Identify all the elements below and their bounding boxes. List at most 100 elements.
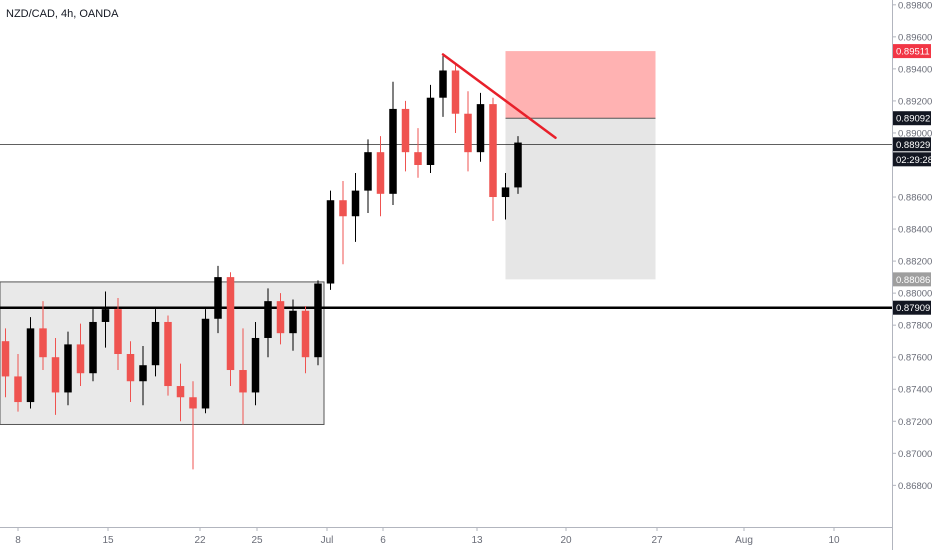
candles xyxy=(1,56,522,470)
price-tick-label: 0.88600 xyxy=(898,193,932,204)
candle-body xyxy=(14,376,22,403)
price-tick-label: 0.86800 xyxy=(898,481,932,492)
time-tick-label: 27 xyxy=(651,535,663,546)
candle-body xyxy=(164,321,172,387)
time-tick-label: 8 xyxy=(15,535,21,546)
candle xyxy=(1,328,10,398)
candle-body xyxy=(114,309,122,355)
price-tick-label: 0.89400 xyxy=(898,64,932,75)
candle xyxy=(164,315,172,396)
time-tick-label: 15 xyxy=(102,535,114,546)
time-tick-label: 20 xyxy=(560,535,572,546)
price-tag-bg xyxy=(893,300,931,315)
candle-body xyxy=(426,97,435,165)
candle-body xyxy=(301,310,310,358)
horizontal-lines[interactable] xyxy=(0,144,892,309)
candle-body xyxy=(464,113,472,153)
candle-body xyxy=(414,152,422,165)
price-tag-bg xyxy=(893,137,931,152)
price-tag-label: 0.88929 xyxy=(896,140,930,151)
time-tick-label: 22 xyxy=(194,535,206,546)
price-tick-label: 0.89000 xyxy=(898,128,932,139)
price-tag: 0.89092 xyxy=(893,111,931,126)
price-tick-label: 0.89600 xyxy=(898,32,932,43)
candle-body xyxy=(1,341,10,377)
price-tick-label: 0.89800 xyxy=(898,0,932,11)
price-tag-bg xyxy=(893,272,931,287)
candle xyxy=(351,172,360,242)
price-tag-bg xyxy=(893,111,931,126)
candle xyxy=(364,139,372,214)
candle-body xyxy=(201,318,210,409)
time-tick-label: 25 xyxy=(251,535,263,546)
short-position-tool[interactable] xyxy=(505,51,656,280)
candle-body xyxy=(489,104,497,198)
candle xyxy=(14,354,22,412)
candle-body xyxy=(51,357,60,393)
candle xyxy=(226,272,235,387)
candle-body xyxy=(351,190,360,217)
candle xyxy=(89,309,97,382)
candle xyxy=(151,309,160,377)
price-tags: 0.89511 0.89092 0.88929 02:29:28 0.88086 0.87… xyxy=(893,44,932,315)
candle-body xyxy=(151,321,160,366)
time-tick-label: Aug xyxy=(735,535,753,546)
candle-body xyxy=(226,277,235,371)
candle xyxy=(376,136,385,217)
price-tag-label: 0.89511 xyxy=(896,47,930,58)
price-tick-label: 0.87400 xyxy=(898,385,932,396)
price-tag: 0.88929 xyxy=(893,137,931,152)
candle-body xyxy=(39,328,47,358)
candle-body xyxy=(376,152,385,194)
candle-body xyxy=(276,301,285,334)
stop-loss-zone[interactable] xyxy=(505,51,656,119)
candle xyxy=(26,317,35,409)
symbol-title: NZD/CAD, 4h, OANDA xyxy=(6,8,119,20)
price-axis-ticks: 0.86800 0.87000 0.87200 0.87400 0.87600 0.878… xyxy=(892,0,932,492)
candle xyxy=(139,345,147,406)
candle xyxy=(76,323,85,387)
price-tag: 0.88086 xyxy=(893,272,931,287)
candle-body xyxy=(364,152,372,191)
candle xyxy=(476,92,485,162)
candle-body xyxy=(401,108,410,153)
price-tag: 02:29:28 xyxy=(893,152,932,167)
trendline[interactable] xyxy=(441,53,557,140)
candle xyxy=(101,291,110,348)
candle xyxy=(176,363,185,422)
price-tick-label: 0.87600 xyxy=(898,353,932,364)
candle xyxy=(339,181,347,265)
price-tick-label: 0.87000 xyxy=(898,449,932,460)
candle xyxy=(426,84,435,173)
time-tick-label: 6 xyxy=(380,535,386,546)
candle xyxy=(51,337,60,415)
candle xyxy=(264,288,272,358)
candle xyxy=(389,81,397,206)
time-tick-label: Jul xyxy=(321,535,334,546)
candle xyxy=(289,299,297,351)
consolidation-range-box xyxy=(0,281,325,425)
candle-body xyxy=(501,187,510,198)
candle xyxy=(64,331,72,406)
candle-body xyxy=(189,397,197,409)
price-tick-label: 0.88400 xyxy=(898,225,932,236)
time-tick-label: 13 xyxy=(471,535,483,546)
candle-body xyxy=(264,301,272,338)
candle xyxy=(451,62,460,133)
candle-body xyxy=(339,200,347,217)
candle-body xyxy=(251,337,260,393)
candle-body xyxy=(476,104,485,153)
candle xyxy=(201,309,210,414)
candle xyxy=(39,301,47,371)
candle-body xyxy=(89,321,97,374)
downtrend-line[interactable] xyxy=(441,53,557,140)
price-tick-label: 0.88200 xyxy=(898,257,932,268)
price-tag-bg xyxy=(893,44,931,59)
candle-body xyxy=(76,344,85,374)
time-tick-label: 10 xyxy=(828,535,840,546)
candle xyxy=(501,172,510,220)
take-profit-zone[interactable] xyxy=(505,118,656,280)
candle xyxy=(126,341,135,403)
